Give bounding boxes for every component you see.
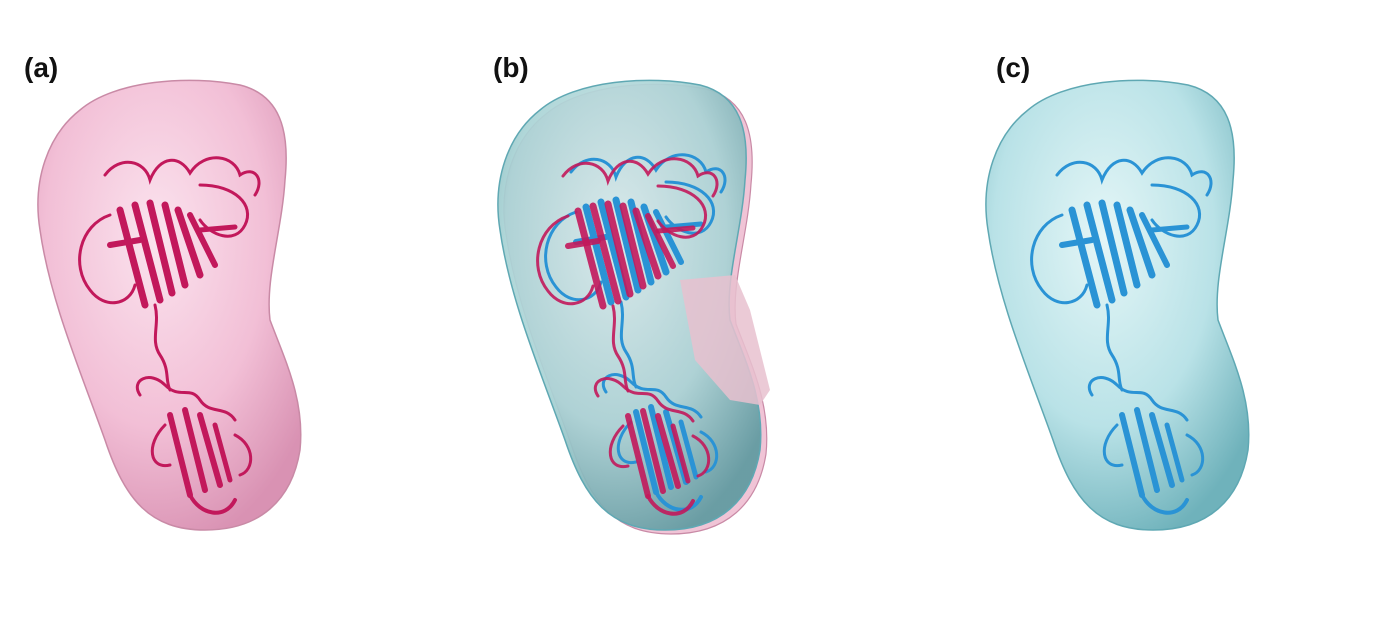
- pink-density-surface: [37, 79, 302, 531]
- pink-surface-patch: [680, 275, 770, 405]
- panel-label-c: (c): [996, 52, 1031, 83]
- panel-label-a: (a): [24, 52, 59, 83]
- panel-c: [985, 79, 1250, 531]
- panel-b: [497, 79, 770, 535]
- panel-a: [37, 79, 302, 531]
- cyan-density-surface: [985, 79, 1250, 531]
- panel-label-b: (b): [493, 52, 529, 83]
